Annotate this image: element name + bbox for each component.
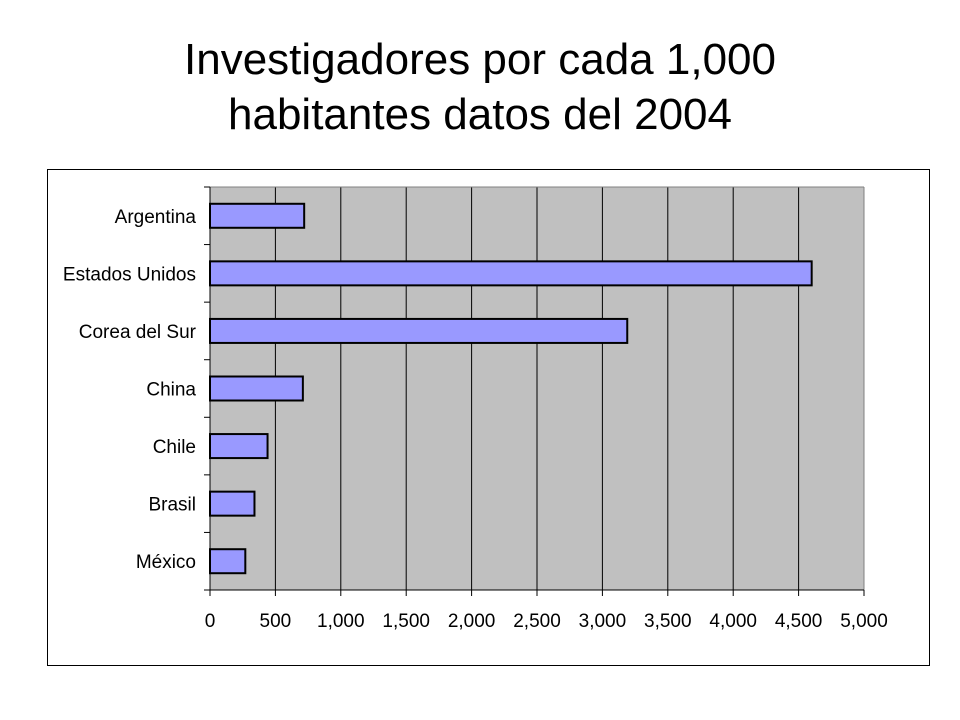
x-tick-label: 4,500 (775, 611, 823, 632)
bar-estados-unidos (209, 260, 813, 287)
x-tick-label: 4,000 (709, 611, 757, 632)
y-category-label: Corea del Sur (79, 322, 197, 343)
y-category-label: Argentina (115, 207, 197, 228)
chart-title-line-1: Investigadores por cada 1,000 (184, 35, 776, 84)
x-tick-label: 500 (260, 611, 292, 632)
chart-title-line-2: habitantes datos del 2004 (228, 90, 732, 139)
y-category-label: Chile (153, 437, 196, 458)
y-category-label: Brasil (148, 495, 196, 516)
bar-m-xico (209, 548, 247, 575)
x-tick-label: 2,000 (448, 611, 496, 632)
x-tick-label: 0 (205, 611, 216, 632)
x-tick-label: 1,000 (317, 611, 365, 632)
y-category-label: Estados Unidos (63, 264, 196, 285)
x-tick-label: 3,500 (644, 611, 692, 632)
x-tick-label: 1,500 (382, 611, 430, 632)
y-category-label: México (136, 552, 196, 573)
bar-brasil (209, 490, 256, 517)
bar-argentina (209, 202, 306, 229)
x-tick-label: 2,500 (513, 611, 561, 632)
bar-corea-del-sur (209, 317, 629, 344)
chart-title: Investigadores por cada 1,000 habitantes… (0, 32, 960, 142)
y-category-label: China (146, 380, 196, 401)
bar-china (209, 375, 304, 402)
x-tick-label: 5,000 (840, 611, 888, 632)
x-tick-label: 3,000 (579, 611, 627, 632)
bar-chile (209, 433, 269, 460)
